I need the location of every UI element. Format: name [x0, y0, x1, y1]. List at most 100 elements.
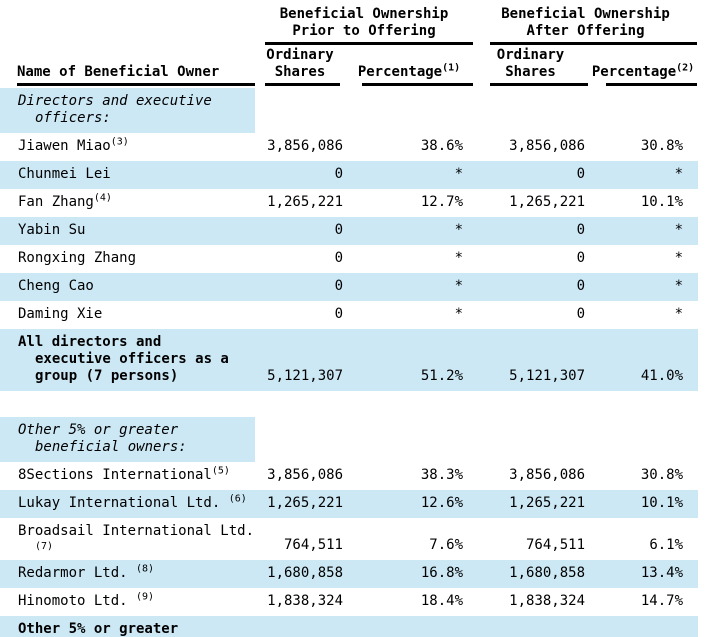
table-row: 8Sections International(5) 3,856,086 38.3%… — [0, 462, 698, 490]
group-header-row: Beneficial Ownership Prior to Offering B… — [0, 0, 698, 47]
shares-after-underline — [490, 83, 589, 86]
pct-after-cell: 10.1% — [640, 194, 684, 210]
owner-name-text: Jiawen Miao — [18, 138, 111, 154]
shares-prior-header-line2: Shares — [274, 64, 326, 80]
pct-prior-cell: * — [454, 306, 464, 322]
shares-prior-cell: 0 — [334, 306, 343, 322]
shares-prior-cell: 0 — [334, 250, 343, 266]
group-header-after-line2: After Offering — [526, 23, 645, 39]
owner-name-line: Other 5% or greater — [18, 422, 179, 438]
owner-name-line: Fan Zhang(4) — [18, 193, 255, 211]
owner-name-line: Chunmei Lei — [18, 166, 255, 183]
owner-name-cell: Lukay International Ltd. (6) — [0, 490, 255, 518]
owner-name-cell: 8Sections International(5) — [0, 462, 255, 490]
owner-name-text: Rongxing Zhang — [18, 250, 137, 266]
pct-prior-cell: 16.8% — [345, 560, 474, 588]
owner-name-text: Chunmei Lei — [18, 166, 111, 182]
owner-name-line: officers: — [35, 110, 111, 126]
shares-after-cell: 3,856,086 — [509, 467, 586, 483]
owner-name-text: Hinomoto Ltd. — [18, 593, 137, 609]
spacer-cell — [0, 391, 699, 417]
pct-prior-cell: 51.2% — [345, 329, 474, 391]
shares-prior-cell: 0 — [255, 161, 345, 189]
table-row: Yabin Su 0 * 0 * — [0, 217, 699, 245]
owner-name-cell: Hinomoto Ltd. (9) — [0, 588, 255, 616]
shares-prior-cell: 3,856,086 — [267, 467, 343, 483]
shares-after-header-line2: Shares — [505, 64, 556, 80]
owner-name-line: 8Sections International(5) — [18, 466, 255, 484]
owner-name-cell: Cheng Cao — [0, 273, 255, 301]
group-header-prior: Beneficial Ownership Prior to Offering — [255, 0, 474, 47]
shares-after-cell: 9,405,000 — [473, 616, 589, 637]
pct-prior-cell: * — [345, 161, 474, 189]
pct-prior-header-text: Percentage — [357, 64, 443, 80]
owner-footnote-ref: (7) — [35, 541, 54, 552]
spacer-row — [0, 391, 699, 417]
pct-after-header-label: Percentage(2) — [588, 62, 698, 81]
name-column-underline — [17, 83, 255, 86]
pct-after-cell: 30.8% — [640, 467, 684, 483]
pct-after-footnote-ref: (2) — [676, 62, 695, 74]
owner-name-cell: All directors and executive officers as a… — [0, 329, 255, 391]
shares-after-cell: 0 — [473, 273, 589, 301]
owner-name-text: Redarmor Ltd. — [18, 565, 137, 581]
owner-footnote-ref: (3) — [110, 136, 129, 148]
shares-prior-cell: 0 — [255, 217, 345, 245]
pct-prior-footnote-ref: (1) — [442, 62, 461, 74]
pct-after-cell: 14.7% — [640, 593, 684, 609]
shares-after-cell: 1,838,324 — [509, 593, 586, 609]
shares-after-cell: 3,856,086 — [509, 138, 586, 154]
shares-prior-column-header: Ordinary Shares — [255, 47, 345, 88]
owner-footnote-ref: (9) — [136, 591, 155, 603]
owner-name-text: 8Sections International — [18, 467, 212, 483]
owner-name-text: Cheng Cao — [18, 278, 94, 294]
owner-name-cell: Redarmor Ltd. (8) — [0, 560, 255, 588]
owner-name-line: Cheng Cao — [18, 278, 255, 295]
owner-name-line: Directors and executive — [18, 93, 212, 109]
owner-name-text: Daming Xie — [18, 306, 103, 322]
owner-name-cell: Directors and executive officers: — [0, 88, 255, 133]
pct-prior-cell: 12.6% — [345, 490, 474, 518]
shares-after-cell: 0 — [473, 217, 589, 245]
table-row: Other 5% or greater beneficial owners: — [0, 417, 698, 462]
group-header-prior-line2: Prior to Offering — [292, 23, 436, 39]
table-row: Broadsail International Ltd. (7) 764,511 7.… — [0, 518, 698, 560]
owner-name-text: Fan Zhang — [18, 194, 94, 210]
shares-prior-header-line1: Ordinary — [266, 47, 334, 63]
pct-after-cell: * — [674, 306, 684, 322]
table-row: Directors and executive officers: — [0, 88, 698, 133]
owner-name-line: executive officers as a — [35, 351, 229, 367]
shares-after-cell: 1,680,858 — [473, 560, 589, 588]
pct-prior-header-label: Percentage(1) — [345, 62, 473, 81]
pct-after-cell: * — [588, 273, 699, 301]
name-column-header: Name of Beneficial Owner — [0, 47, 255, 88]
table-row: Hinomoto Ltd. (9) 1,838,324 18.4% 1,838,324… — [0, 588, 698, 616]
pct-after-cell: 13.4% — [588, 560, 699, 588]
owner-name-line: Other 5% or greater — [18, 621, 179, 637]
owner-name-line: Jiawen Miao(3) — [18, 136, 255, 155]
shares-after-cell: 5,121,307 — [473, 329, 589, 391]
pct-prior-underline — [362, 83, 474, 86]
group-header-spacer — [0, 0, 255, 47]
beneficial-ownership-table: Beneficial Ownership Prior to Offering B… — [0, 0, 699, 637]
table-row: Rongxing Zhang 0 * 0 * — [0, 245, 698, 273]
owner-name-line: Redarmor Ltd. (8) — [18, 563, 255, 582]
shares-prior-cell: 0 — [255, 273, 345, 301]
pct-after-cell: 6.1% — [649, 537, 684, 553]
shares-after-cell: 1,265,221 — [509, 194, 586, 210]
shares-prior-cell: 3,856,086 — [267, 138, 343, 154]
pct-prior-cell: 18.4% — [420, 593, 464, 609]
table-row: Jiawen Miao(3) 3,856,086 38.6% 3,856,086 30.… — [0, 133, 698, 161]
shares-after-header-line1: Ordinary — [496, 47, 565, 63]
pct-after-underline — [606, 83, 698, 86]
table-row: Cheng Cao 0 * 0 * — [0, 273, 699, 301]
table-row: Daming Xie 0 * 0 * — [0, 301, 698, 329]
shares-prior-underline — [265, 83, 340, 86]
owner-name-text: Broadsail International Ltd. — [18, 523, 255, 539]
owner-footnote-ref: (8) — [136, 563, 155, 575]
owner-name-line: Rongxing Zhang — [18, 250, 255, 267]
owner-name-cell: Broadsail International Ltd. (7) — [0, 518, 255, 560]
owner-name-line: Yabin Su — [18, 222, 255, 239]
